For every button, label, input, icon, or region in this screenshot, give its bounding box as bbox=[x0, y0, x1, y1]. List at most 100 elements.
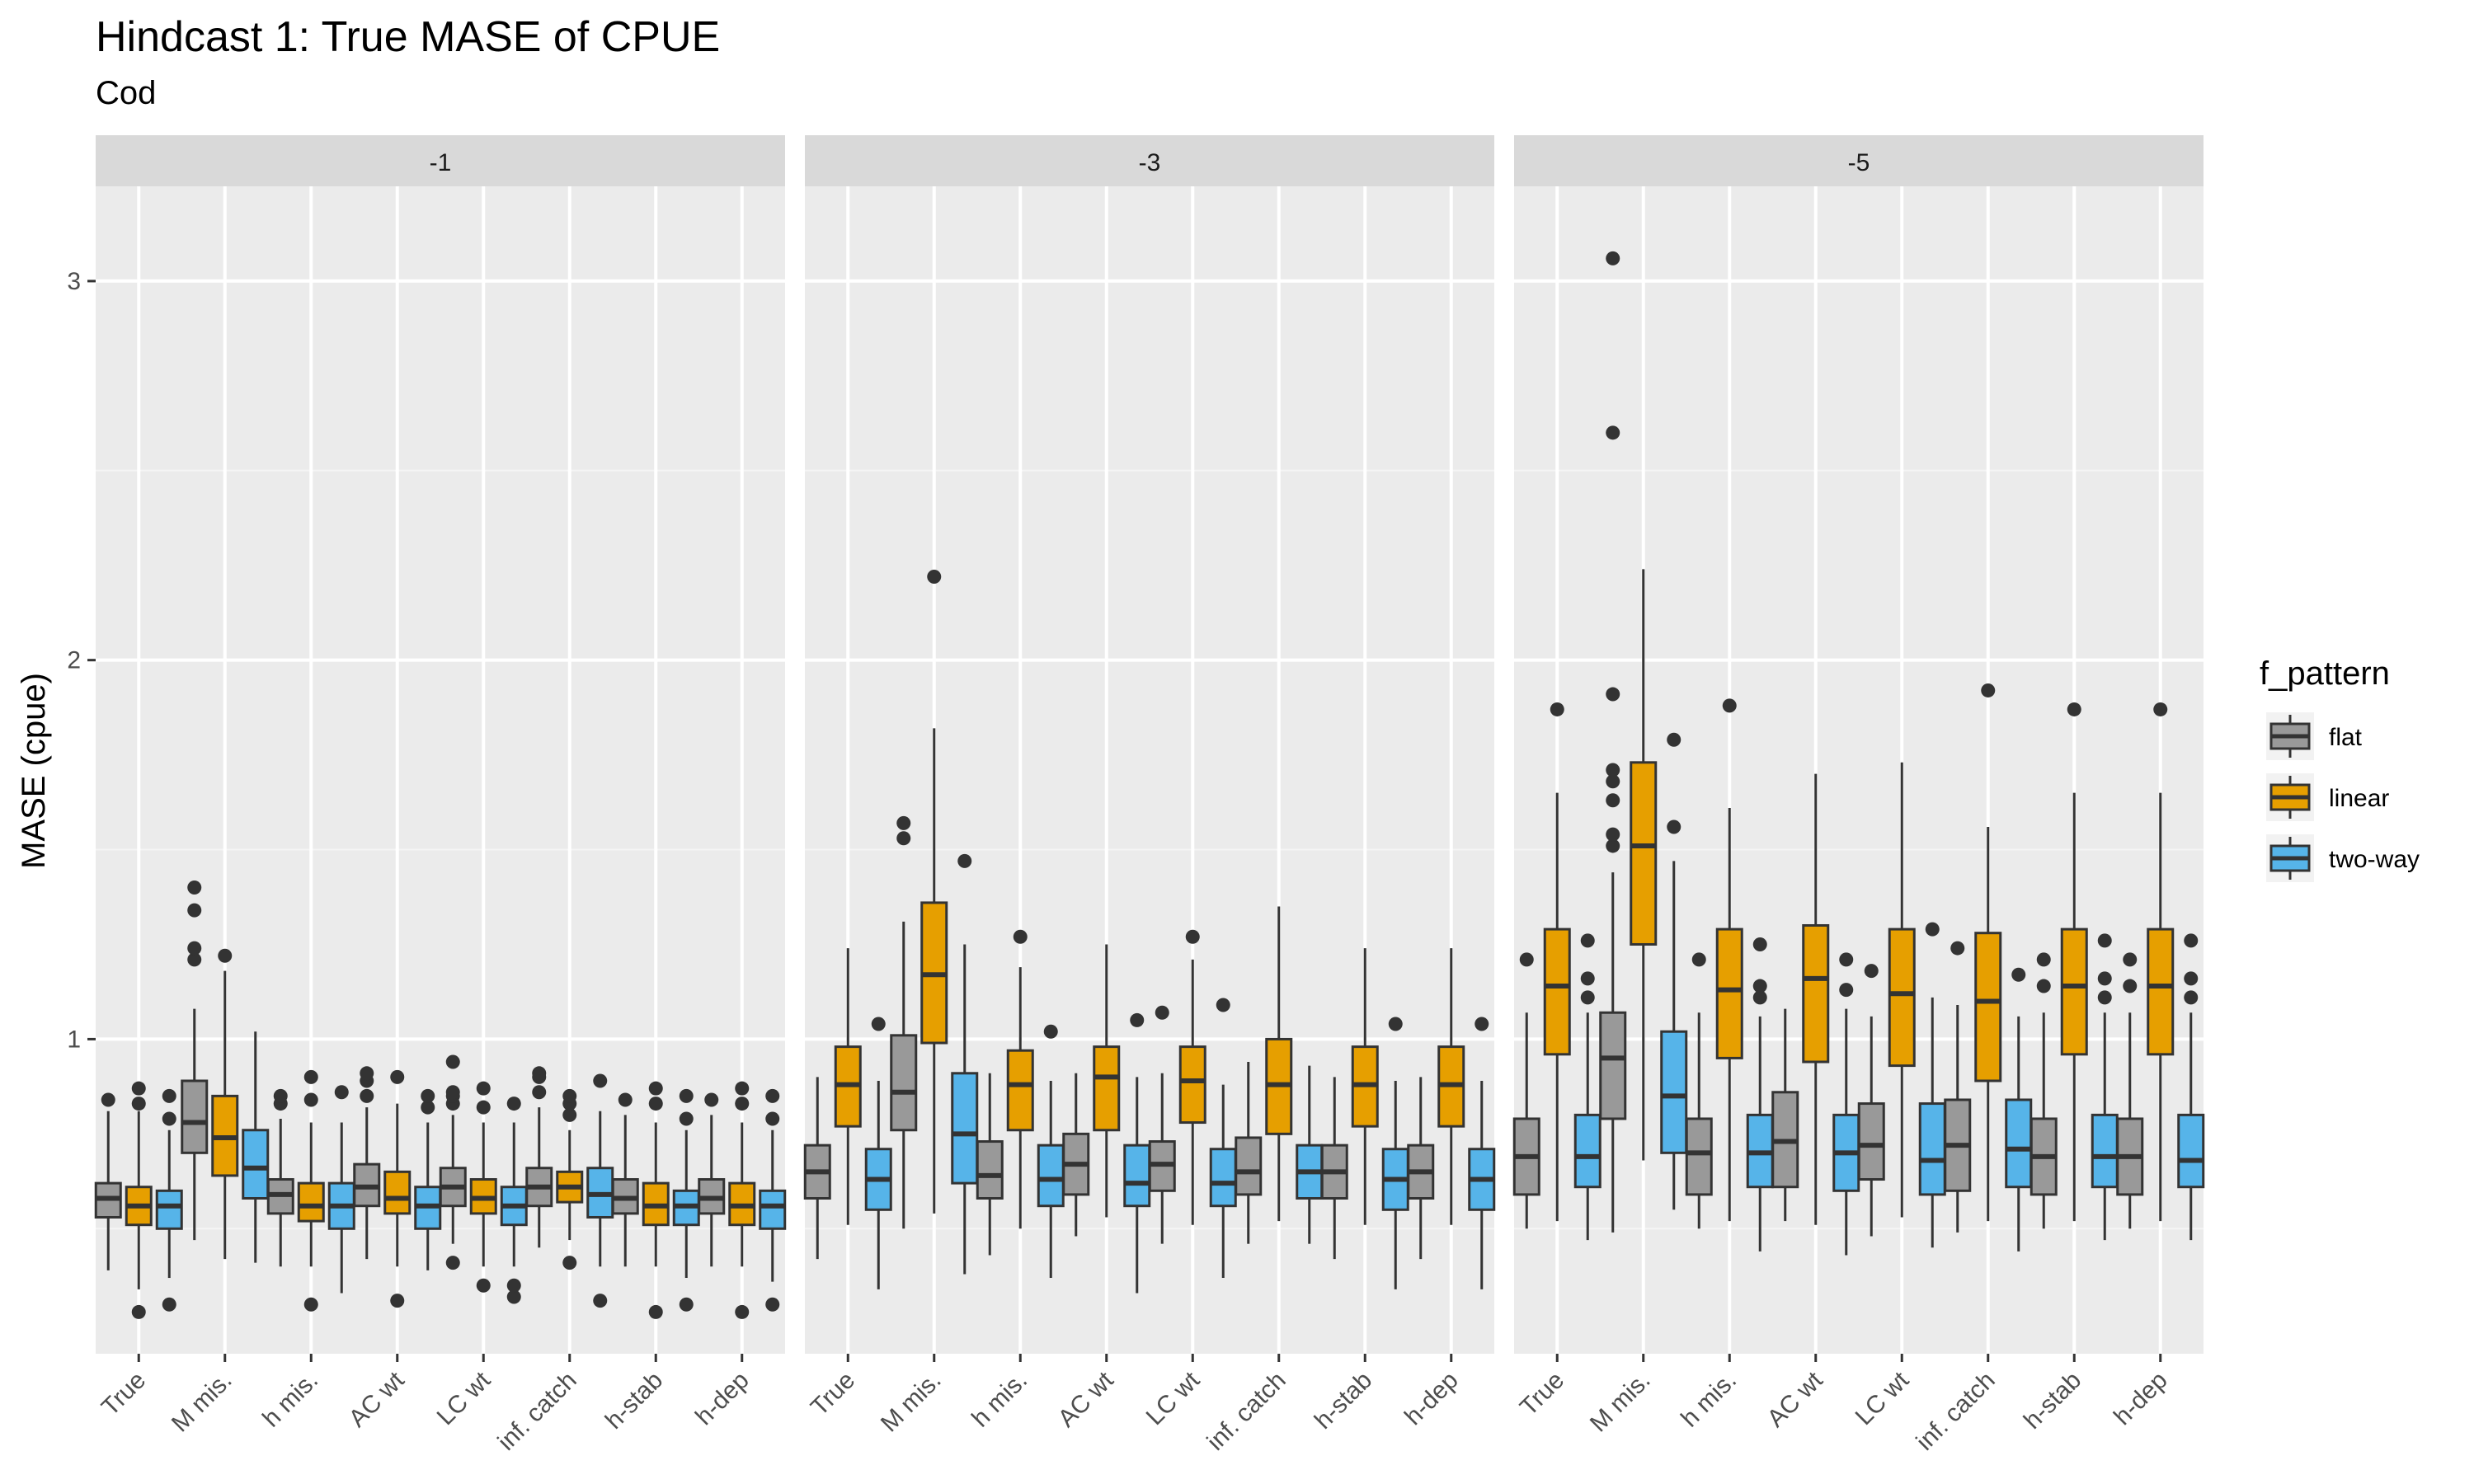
outlier-point bbox=[765, 1088, 780, 1103]
box-body bbox=[976, 1140, 1004, 1200]
outlier-point bbox=[593, 1073, 608, 1088]
outlier-point bbox=[593, 1294, 608, 1308]
box-two-way bbox=[1296, 1065, 1324, 1244]
outlier-point bbox=[2097, 971, 2112, 986]
box-body bbox=[1599, 1011, 1627, 1120]
box-linear bbox=[383, 1069, 412, 1308]
box-body bbox=[2091, 1113, 2119, 1189]
outlier-point bbox=[2011, 967, 2026, 982]
facet-strip-label: -1 bbox=[430, 149, 452, 176]
box-body bbox=[2147, 928, 2175, 1056]
box-flat bbox=[1062, 1073, 1090, 1237]
facet-strip bbox=[1514, 135, 2204, 186]
box-body bbox=[155, 1189, 183, 1230]
box-two-way bbox=[1832, 952, 1860, 1256]
outlier-point bbox=[445, 1054, 460, 1069]
box-body bbox=[2177, 1113, 2205, 1189]
x-tick-label: inf. catch bbox=[492, 1367, 581, 1456]
legend-key-flat: flat bbox=[2266, 712, 2363, 760]
box-two-way bbox=[414, 1088, 442, 1270]
box-two-way bbox=[1660, 732, 1688, 1210]
outlier-point bbox=[679, 1297, 694, 1312]
outlier-point bbox=[187, 881, 202, 895]
outlier-point bbox=[1606, 827, 1620, 842]
outlier-point bbox=[1606, 838, 1620, 853]
outlier-point bbox=[506, 1097, 521, 1111]
box-two-way bbox=[155, 1088, 183, 1312]
outlier-point bbox=[506, 1289, 521, 1304]
outlier-point bbox=[421, 1088, 435, 1103]
outlier-point bbox=[2123, 979, 2138, 993]
x-tick-label: inf. catch bbox=[1911, 1367, 2000, 1456]
outlier-point bbox=[618, 1092, 633, 1107]
box-linear bbox=[1093, 944, 1121, 1218]
x-tick-label: True bbox=[806, 1367, 860, 1421]
box-body bbox=[1209, 1148, 1237, 1208]
box-two-way bbox=[1209, 998, 1237, 1279]
box-linear bbox=[920, 570, 948, 1214]
box-flat bbox=[803, 1077, 831, 1260]
x-tick-label: M mis. bbox=[1585, 1367, 1656, 1438]
outlier-point bbox=[162, 1111, 176, 1126]
outlier-point bbox=[187, 941, 202, 956]
box-two-way bbox=[2005, 967, 2033, 1252]
box-flat bbox=[1944, 941, 1972, 1233]
outlier-point bbox=[957, 853, 972, 868]
outlier-point bbox=[360, 1088, 374, 1103]
box-flat bbox=[1685, 952, 1713, 1229]
outlier-point bbox=[679, 1111, 694, 1126]
box-linear bbox=[2060, 702, 2088, 1222]
outlier-point bbox=[2097, 933, 2112, 948]
box-linear bbox=[1888, 762, 1916, 1218]
outlier-point bbox=[390, 1069, 405, 1084]
box-flat bbox=[2030, 952, 2058, 1229]
chart-title: Hindcast 1: True MASE of CPUE bbox=[96, 13, 720, 61]
box-linear bbox=[556, 1088, 584, 1270]
box-flat bbox=[1407, 1077, 1435, 1260]
outlier-point bbox=[273, 1088, 288, 1103]
box-body bbox=[1685, 1117, 1713, 1196]
outlier-point bbox=[1606, 687, 1620, 702]
outlier-point bbox=[735, 1081, 750, 1096]
box-body bbox=[2005, 1098, 2033, 1189]
box-flat bbox=[439, 1054, 467, 1270]
outlier-point bbox=[421, 1100, 435, 1115]
box-body bbox=[1093, 1045, 1121, 1132]
outlier-point bbox=[648, 1304, 663, 1319]
box-body bbox=[1715, 928, 1743, 1059]
box-body bbox=[951, 1072, 979, 1185]
outlier-point bbox=[1752, 937, 1767, 951]
outlier-point bbox=[648, 1081, 663, 1096]
outlier-point bbox=[162, 1088, 176, 1103]
outlier-point bbox=[303, 1069, 318, 1084]
x-tick-label: h-dep bbox=[2109, 1367, 2173, 1431]
box-linear bbox=[297, 1069, 325, 1312]
outlier-point bbox=[1752, 990, 1767, 1005]
x-tick-label: LC wt bbox=[1141, 1366, 1206, 1430]
outlier-point bbox=[2036, 952, 2051, 967]
box-two-way bbox=[759, 1088, 787, 1312]
box-two-way bbox=[2177, 933, 2205, 1241]
outlier-point bbox=[1864, 964, 1879, 979]
box-flat bbox=[1771, 1008, 1799, 1222]
outlier-point bbox=[2184, 990, 2199, 1005]
box-flat bbox=[1599, 251, 1627, 1233]
outlier-point bbox=[679, 1088, 694, 1103]
outlier-point bbox=[303, 1297, 318, 1312]
x-tick-label: h-dep bbox=[690, 1367, 755, 1431]
outlier-point bbox=[735, 1304, 750, 1319]
outlier-point bbox=[1216, 998, 1230, 1012]
outlier-point bbox=[1185, 929, 1200, 944]
outlier-point bbox=[1606, 793, 1620, 808]
box-linear bbox=[834, 948, 862, 1225]
x-tick-label: AC wt bbox=[344, 1366, 410, 1432]
outlier-point bbox=[1981, 683, 1996, 697]
y-tick-label: 3 bbox=[67, 268, 81, 295]
x-tick-label: M mis. bbox=[876, 1367, 947, 1438]
x-tick-label: LC wt bbox=[432, 1366, 496, 1430]
outlier-point bbox=[1606, 251, 1620, 265]
legend-key-two-way: two-way bbox=[2266, 834, 2420, 882]
box-body bbox=[242, 1129, 270, 1200]
box-body bbox=[297, 1181, 325, 1223]
